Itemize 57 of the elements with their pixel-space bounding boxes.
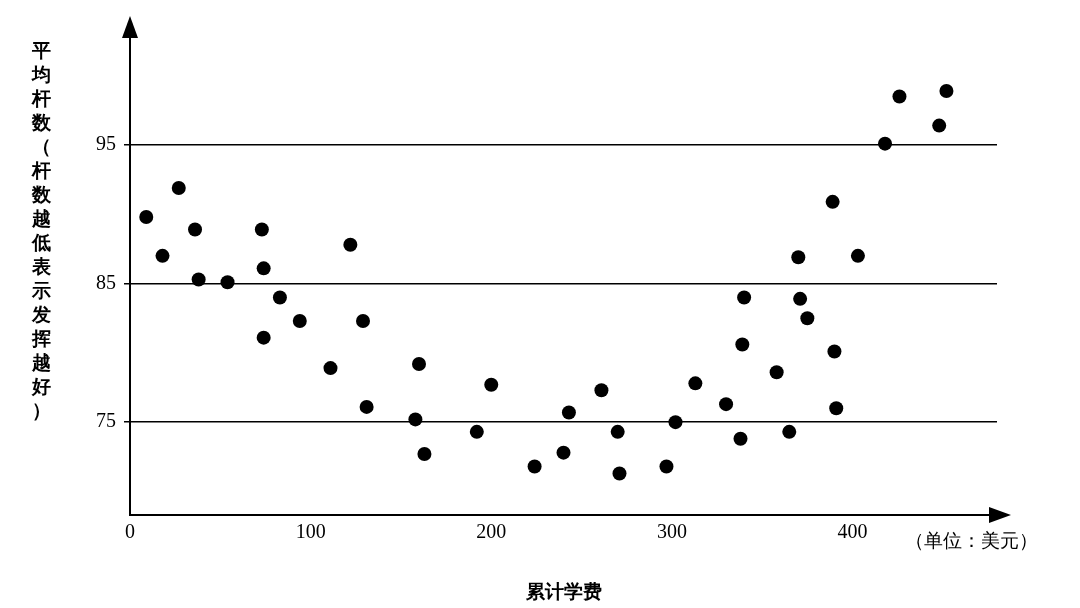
point (610, 424, 625, 439)
point (561, 405, 576, 420)
x-tick-label: 200 (476, 520, 507, 543)
point (272, 290, 287, 305)
point (292, 314, 307, 328)
point (668, 415, 683, 430)
point (878, 136, 893, 151)
point (256, 330, 271, 345)
y-tick-label: 75 (96, 409, 116, 432)
point (719, 397, 734, 412)
point (769, 365, 784, 380)
point (594, 383, 609, 398)
point (659, 459, 674, 474)
text: 平均杆数（杆数越低表示发挥越好） (31, 39, 51, 421)
point (800, 311, 815, 326)
y-tick-label: 95 (96, 132, 116, 155)
point (829, 401, 844, 416)
point (793, 291, 808, 306)
x-tick-label: 0 (125, 520, 135, 543)
point (825, 194, 840, 209)
point (417, 447, 432, 462)
point (782, 424, 797, 439)
point (791, 250, 806, 265)
text: （单位：美元） (905, 528, 1038, 553)
point (850, 248, 865, 263)
x-tick-label: 400 (837, 520, 868, 543)
point (612, 466, 627, 481)
point (412, 356, 426, 371)
point (254, 222, 269, 237)
point (356, 314, 371, 328)
point (139, 210, 154, 225)
point (155, 248, 170, 263)
point (408, 412, 423, 427)
point (827, 344, 842, 359)
point (188, 222, 203, 237)
point (484, 377, 499, 392)
point (527, 459, 542, 474)
point (220, 275, 235, 290)
point (191, 272, 206, 287)
x-tick-label: 300 (656, 520, 687, 543)
point (733, 431, 748, 446)
point (359, 399, 374, 414)
point (323, 361, 338, 376)
point (256, 261, 271, 276)
y-tick-label: 85 (96, 270, 116, 293)
point (737, 290, 752, 305)
point (556, 445, 571, 460)
point (171, 180, 186, 195)
x-axis-title: 累计学费 (524, 579, 602, 602)
point (939, 83, 954, 98)
point (688, 376, 703, 391)
point (469, 424, 484, 439)
x-tick-label: 100 (295, 520, 326, 543)
point (735, 337, 750, 352)
point (932, 118, 947, 133)
point (892, 89, 907, 104)
point (343, 237, 358, 252)
